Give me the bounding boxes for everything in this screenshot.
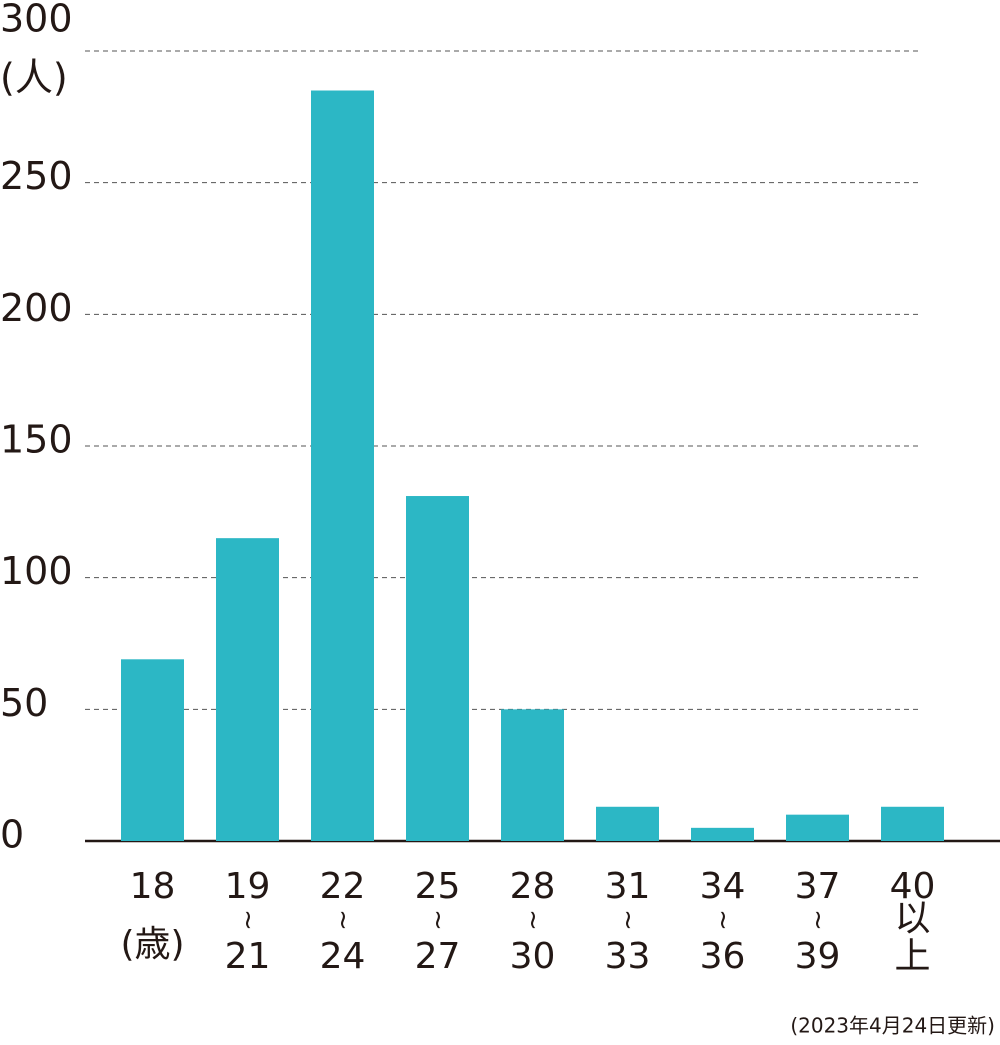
bar [121,659,184,841]
x-tick-label: 39 [795,936,841,977]
y-tick-label: 300 [0,0,73,41]
x-tick-label: 31 [605,866,651,907]
x-tick-label: ~ [518,909,548,931]
x-tick-label: 40 [890,866,936,907]
x-tick-label: 34 [700,866,746,907]
bar [691,827,754,841]
x-tick-label: 21 [225,936,271,977]
y-tick-label: 200 [0,286,73,330]
x-tick-label: ~ [708,909,738,931]
x-tick-label: 36 [700,936,746,977]
y-tick-label: 250 [0,154,73,198]
y-tick-label: 100 [0,549,73,593]
x-tick-label: 上 [894,936,930,977]
bar [501,709,564,841]
annotation: (2023年4月24日更新) [790,1014,995,1038]
y-tick-label: 150 [0,418,73,462]
x-tick-label: ~ [233,909,263,931]
x-tick-label: 28 [510,866,556,907]
bar [596,806,659,841]
x-tick-label: 25 [415,866,461,907]
x-tick-label: ~ [613,909,643,931]
x-tick-label: 37 [795,866,841,907]
bar [311,90,374,841]
x-tick-label: 以 [894,898,930,939]
x-tick-label: ~ [328,909,358,931]
y-tick-label: 0 [0,813,24,857]
y-axis-label: (人) [0,56,68,100]
x-tick-label: 18 [130,866,176,907]
bar [216,538,279,841]
bar [881,806,944,841]
bar [406,496,469,841]
x-tick-label: 22 [320,866,366,907]
x-tick-label: ~ [423,909,453,931]
x-tick-label: ~ [803,909,833,931]
x-tick-label: 30 [510,936,556,977]
x-tick-label: 33 [605,936,651,977]
x-tick-label: 27 [415,936,461,977]
x-tick-label: 24 [320,936,366,977]
x-tick-label: (歳) [120,924,184,965]
y-tick-label: 50 [0,681,48,725]
x-tick-label: 19 [225,866,271,907]
bar [786,814,849,841]
